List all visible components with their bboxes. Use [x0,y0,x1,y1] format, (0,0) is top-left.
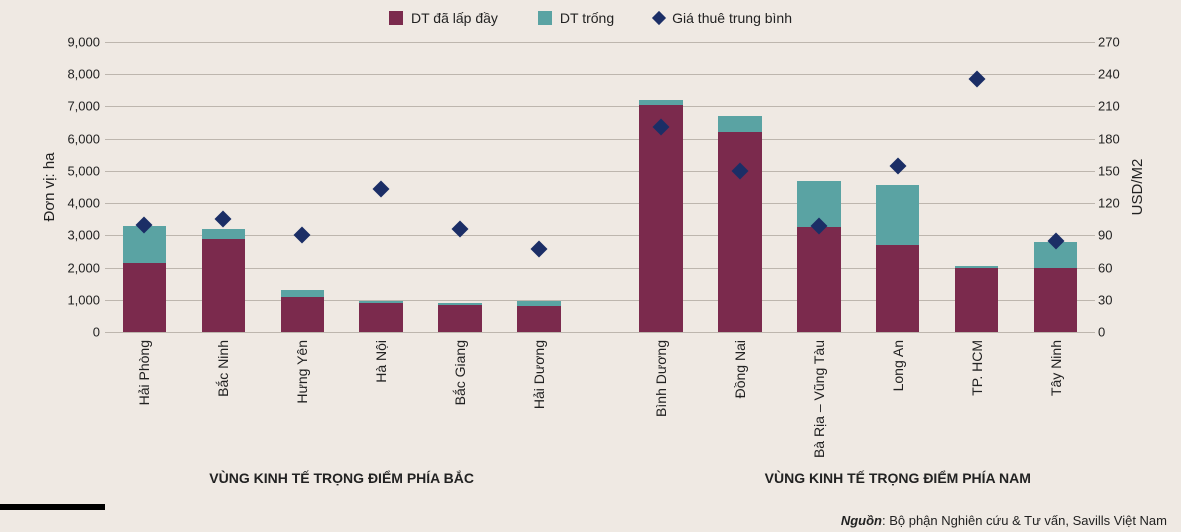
ylabel-left: 1,000 [55,292,100,307]
legend-swatch-empty [538,11,552,25]
price-marker [136,216,153,233]
ylabel-right: 210 [1098,99,1120,114]
y-axis-left: 01,0002,0003,0004,0005,0006,0007,0008,00… [55,42,100,332]
region-label: VÙNG KINH TẾ TRỌNG ĐIỂM PHÍA NAM [765,470,1031,486]
legend: DT đã lấp đầy DT trống Giá thuê trung bì… [0,10,1181,26]
bottom-accent-bar [0,504,105,510]
xlabel: Bà Rịa – Vũng Tàu [811,340,827,458]
ylabel-right: 270 [1098,35,1120,50]
ylabel-right: 60 [1098,260,1112,275]
xlabel: Bắc Giang [452,340,468,405]
ylabel-left: 8,000 [55,67,100,82]
ylabel-left: 0 [55,325,100,340]
price-marker [889,157,906,174]
x-axis-labels: Hải Phòng Bắc Ninh Hưng Yên Hà Nội Bắc Giang… [105,336,1095,476]
ylabel-right: 30 [1098,292,1112,307]
xlabel: TP. HCM [969,340,985,396]
ylabel-left: 5,000 [55,163,100,178]
price-marker [215,211,232,228]
ylabel-left: 7,000 [55,99,100,114]
legend-label-filled: DT đã lấp đầy [411,10,498,26]
gridline [105,332,1095,333]
xlabel: Long An [890,340,906,391]
price-marker [373,181,390,198]
chart-area [105,42,1095,332]
ylabel-left: 6,000 [55,131,100,146]
xlabel: Hải Phòng [136,340,152,405]
legend-item-filled: DT đã lấp đầy [389,10,498,26]
xlabel: Hải Dương [531,340,547,409]
price-marker [1047,232,1064,249]
xlabel: Hưng Yên [294,340,310,404]
xlabel: Hà Nội [373,340,389,383]
ylabel-right: 0 [1098,325,1105,340]
legend-item-empty: DT trống [538,10,614,26]
legend-swatch-filled [389,11,403,25]
ylabel-right: 180 [1098,131,1120,146]
ylabel-left: 3,000 [55,228,100,243]
ylabel-right: 150 [1098,163,1120,178]
markers-layer [105,42,1095,332]
price-marker [530,241,547,258]
price-marker [810,217,827,234]
source-citation: Nguồn: Bộ phận Nghiên cứu & Tư vấn, Savi… [841,513,1167,528]
legend-diamond-icon [652,11,666,25]
price-marker [451,220,468,237]
ylabel-left: 4,000 [55,196,100,211]
y-axis-right: 0306090120150180210240270 [1098,42,1138,332]
legend-label-empty: DT trống [560,10,614,26]
ylabel-right: 240 [1098,67,1120,82]
xlabel: Bắc Ninh [215,340,231,397]
xlabel: Đồng Nai [732,340,748,398]
region-label: VÙNG KINH TẾ TRỌNG ĐIỂM PHÍA BẮC [209,470,474,486]
ylabel-right: 90 [1098,228,1112,243]
ylabel-left: 9,000 [55,35,100,50]
price-marker [732,162,749,179]
legend-label-price: Giá thuê trung bình [672,10,792,26]
price-marker [294,227,311,244]
source-label: Nguồn [841,513,882,528]
xlabel: Tây Ninh [1048,340,1064,396]
ylabel-left: 2,000 [55,260,100,275]
source-text: Bộ phận Nghiên cứu & Tư vấn, Savills Việ… [889,513,1167,528]
legend-item-price: Giá thuê trung bình [654,10,792,26]
ylabel-right: 120 [1098,196,1120,211]
price-marker [968,70,985,87]
price-marker [653,118,670,135]
xlabel: Bình Dương [653,340,669,417]
